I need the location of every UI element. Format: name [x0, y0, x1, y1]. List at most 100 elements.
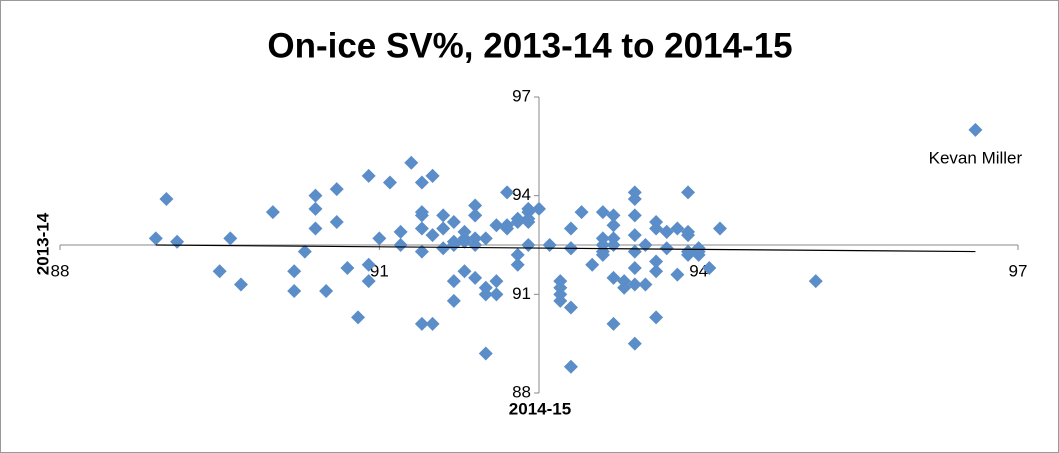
- data-point: [329, 214, 344, 229]
- data-point: [659, 241, 674, 256]
- data-point: [808, 274, 823, 289]
- data-point: [287, 264, 302, 279]
- data-point: [627, 261, 642, 276]
- data-point: [627, 244, 642, 259]
- data-point: [446, 214, 461, 229]
- chart-title: On-ice SV%, 2013-14 to 2014-15: [267, 26, 792, 65]
- x-tick-label: 91: [370, 261, 389, 280]
- data-point: [500, 218, 515, 233]
- data-point: [712, 221, 727, 236]
- x-tick-label: 97: [1009, 261, 1028, 280]
- data-point: [382, 175, 397, 190]
- data-point: [446, 293, 461, 308]
- x-axis-title: 2014-15: [509, 399, 571, 418]
- data-point: [159, 191, 174, 206]
- data-point: [659, 224, 674, 239]
- data-point: [649, 264, 664, 279]
- data-point: [627, 208, 642, 223]
- data-point: [681, 247, 696, 262]
- data-point: [265, 205, 280, 220]
- data-point: [521, 201, 536, 216]
- data-point: [489, 218, 504, 233]
- data-point: [617, 274, 632, 289]
- data-point: [308, 201, 323, 216]
- data-point: [414, 221, 429, 236]
- data-point: [361, 274, 376, 289]
- data-point: [478, 231, 493, 246]
- data-point: [606, 316, 621, 331]
- data-point: [595, 205, 610, 220]
- data-point: [702, 261, 717, 276]
- data-point: [574, 205, 589, 220]
- data-point: [329, 182, 344, 197]
- data-point: [414, 244, 429, 259]
- y-axis-title: 2013-14: [33, 212, 52, 275]
- data-point: [510, 247, 525, 262]
- data-point: [446, 274, 461, 289]
- data-point: [532, 201, 546, 216]
- data-point: [319, 284, 334, 299]
- data-point: [489, 287, 504, 302]
- data-point: [436, 208, 451, 223]
- data-point: [606, 270, 621, 285]
- data-point: [585, 257, 600, 272]
- data-point: [606, 208, 621, 223]
- data-point: [563, 300, 578, 315]
- data-point: [223, 231, 238, 246]
- data-point: [649, 310, 664, 325]
- y-tick-label: 94: [512, 185, 531, 204]
- data-point: [606, 231, 621, 246]
- trendline: [155, 244, 976, 253]
- data-point: [436, 241, 451, 256]
- data-point: [649, 254, 664, 269]
- data-point: [468, 208, 483, 223]
- data-point: [691, 241, 706, 256]
- data-point: [968, 122, 983, 137]
- data-point: [670, 221, 685, 236]
- data-point: [468, 231, 483, 246]
- data-point: [212, 264, 227, 279]
- data-point: [233, 277, 248, 292]
- data-point: [393, 238, 408, 252]
- data-point: [425, 316, 440, 331]
- data-point: [627, 228, 642, 243]
- data-point: [681, 185, 696, 200]
- data-point: [393, 224, 408, 239]
- data-point: [148, 231, 163, 246]
- data-point: [500, 185, 515, 200]
- data-point: [510, 257, 525, 272]
- data-point: [521, 214, 536, 229]
- data-point: [478, 346, 493, 361]
- data-point: [404, 155, 419, 170]
- y-tick-label: 97: [512, 86, 531, 105]
- data-point: [457, 234, 472, 249]
- data-point: [414, 205, 429, 220]
- data-point: [670, 267, 685, 282]
- data-point: [627, 277, 642, 292]
- data-point: [287, 284, 302, 299]
- data-point: [340, 261, 355, 276]
- x-tick-label: 88: [51, 261, 70, 280]
- data-point: [351, 310, 366, 325]
- data-point: [308, 188, 323, 203]
- y-tick-label: 91: [512, 284, 531, 303]
- data-point: [553, 274, 568, 289]
- data-point: [468, 198, 483, 213]
- data-point: [638, 277, 653, 292]
- data-point: [489, 274, 504, 289]
- data-point: [457, 264, 472, 279]
- x-tick-label: 94: [689, 261, 708, 280]
- data-point: [478, 287, 493, 302]
- data-point: [563, 221, 578, 236]
- y-tick-label: 88: [512, 382, 531, 401]
- data-point: [595, 231, 610, 246]
- data-point: [681, 224, 696, 239]
- data-point: [361, 168, 376, 183]
- data-point: [372, 231, 387, 246]
- data-point: [606, 218, 621, 233]
- data-point: [468, 270, 483, 285]
- data-point: [510, 214, 525, 229]
- data-point: [425, 228, 440, 243]
- data-point: [308, 221, 323, 236]
